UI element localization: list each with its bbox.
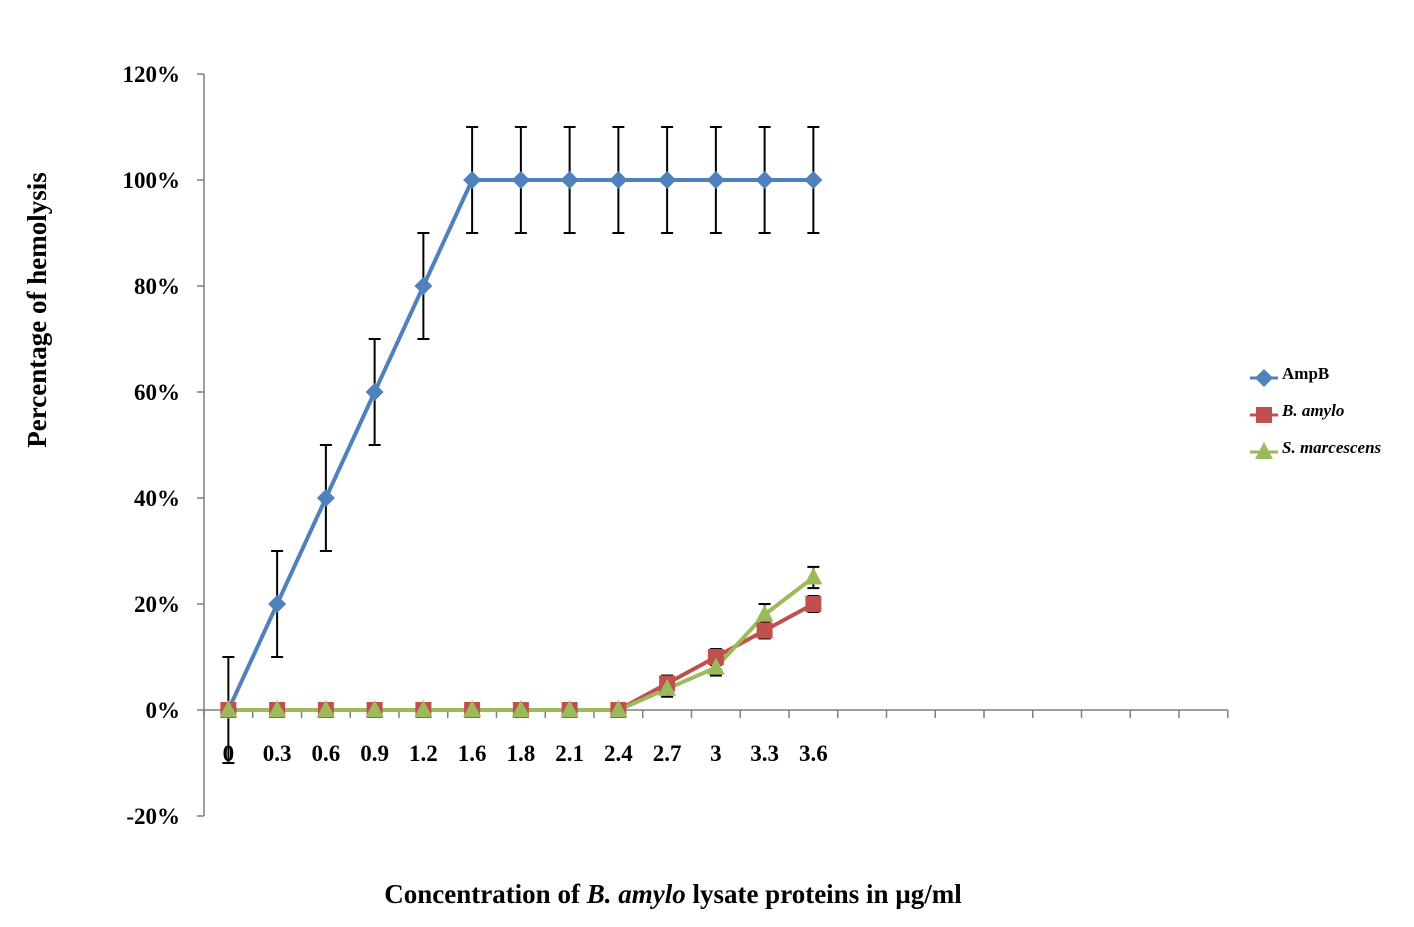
- y-axis-title: Percentage of hemolysis: [22, 172, 52, 447]
- x-tick-label: 2.1: [555, 741, 584, 766]
- s-marcescens-point: [365, 700, 384, 717]
- ampb-point: [511, 171, 530, 189]
- x-axis-title-part: B. amylo: [586, 879, 686, 909]
- x-tick-label: 3.3: [750, 741, 779, 766]
- tick-labels: -20% 0% 20% 40% 60% 80% 100% 120% 0 0.3 0.6 0.9 1.2 1…: [123, 62, 828, 829]
- s-marcescens-point: [463, 700, 482, 717]
- ampb-point: [316, 489, 335, 507]
- ampb-series-line: [226, 178, 814, 711]
- s-marcescens-point: [706, 657, 725, 675]
- x-tick-label: 2.7: [653, 741, 682, 766]
- s-marcescens-point: [658, 678, 677, 696]
- x-axis-title-part: Concentration of: [384, 879, 586, 909]
- x-axis-title: Concentration of B. amylo lysate protein…: [384, 879, 962, 909]
- y-tick-label: 40%: [134, 486, 180, 511]
- legend-swatch-marker: [1255, 442, 1273, 459]
- s-marcescens-point: [804, 567, 823, 585]
- ampb-point: [755, 171, 774, 189]
- x-tick-label: 3.6: [799, 741, 828, 766]
- ampb-point: [414, 277, 433, 295]
- ampb-point: [706, 171, 725, 189]
- y-tick-label: 20%: [134, 592, 180, 617]
- ampb-point: [268, 595, 287, 613]
- ampb-point: [365, 383, 384, 401]
- x-tick-label: 0: [223, 741, 235, 766]
- y-tick-label: -20%: [126, 804, 180, 829]
- y-tick-label: 120%: [123, 62, 181, 87]
- ampb-point: [609, 171, 628, 189]
- x-tick-label: 0.9: [360, 741, 389, 766]
- s-marcescens-point: [219, 700, 238, 717]
- y-tick-label: 0%: [146, 698, 181, 723]
- y-tick-label: 80%: [134, 274, 180, 299]
- x-tick-label: 1.8: [507, 741, 536, 766]
- legend-label-b-amylo: B. amylo: [1281, 401, 1344, 420]
- legend-swatch-marker: [1256, 407, 1272, 423]
- legend-swatch-marker: [1255, 369, 1273, 387]
- s-marcescens-point: [316, 700, 335, 717]
- x-tick-label: 0.3: [263, 741, 292, 766]
- b-amylo-point: [805, 596, 822, 612]
- error-bars: [222, 126, 820, 764]
- x-tick-label: 1.6: [458, 741, 487, 766]
- s-marcescens-point: [414, 700, 433, 717]
- x-tick-label: 3: [710, 741, 722, 766]
- y-tick-label: 60%: [134, 380, 180, 405]
- x-axis-title-part: lysate proteins in µg/ml: [686, 879, 963, 909]
- ampb-point: [560, 171, 579, 189]
- b-amylo-point: [756, 622, 773, 639]
- s-marcescens-point: [755, 604, 774, 622]
- series-markers: [219, 171, 823, 719]
- s-marcescens-point: [511, 700, 530, 717]
- legend-label-ampb: AmpB: [1282, 364, 1329, 383]
- ampb-point: [804, 171, 823, 189]
- ampb-point: [463, 171, 482, 189]
- b-amylo-point: [707, 649, 724, 665]
- legend-label-s-marcescens: S. marcescens: [1282, 438, 1382, 457]
- s-marcescens-series-line: [228, 575, 815, 712]
- x-tick-label: 2.4: [604, 741, 633, 766]
- legend: AmpB B. amylo S. marcescens: [1250, 364, 1382, 459]
- s-marcescens-point: [268, 700, 287, 717]
- y-tick-label: 100%: [123, 168, 181, 193]
- ampb-point: [658, 171, 677, 189]
- x-tick-label: 0.6: [312, 741, 341, 766]
- s-marcescens-point: [560, 700, 579, 717]
- s-marcescens-point: [609, 700, 628, 717]
- series-lines: [226, 178, 815, 712]
- x-tick-label: 1.2: [409, 741, 438, 766]
